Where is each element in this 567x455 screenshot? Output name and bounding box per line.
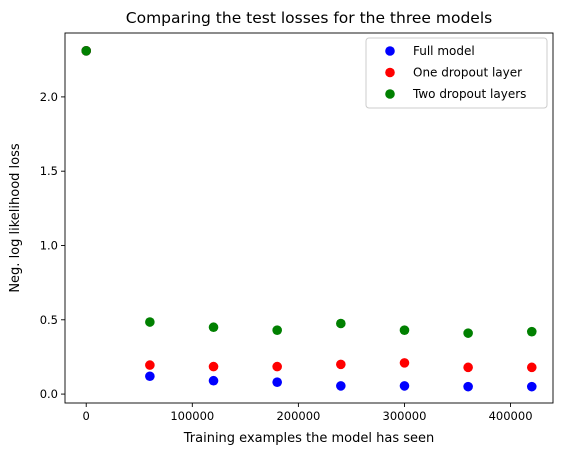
data-point-s2-1 [145, 317, 155, 327]
y-tick-label-4: 2.0 [40, 90, 58, 104]
data-point-s1-4 [336, 359, 346, 370]
data-points [81, 46, 537, 392]
data-point-s1-2 [208, 361, 219, 372]
legend-marker-0 [385, 46, 395, 56]
data-point-s0-3 [272, 377, 282, 387]
y-tick-label-0: 0.0 [40, 387, 58, 401]
y-tick-label-2: 1.0 [40, 238, 58, 252]
chart-title: Comparing the test losses for the three … [126, 9, 492, 27]
data-point-s0-6 [463, 381, 473, 392]
legend-label-2: Two dropout layers [412, 87, 526, 101]
x-axis-ticks: 0 100000 200000 300000 400000 [83, 403, 533, 423]
data-point-s2-2 [208, 322, 219, 333]
data-point-s0-5 [399, 381, 410, 391]
data-point-s1-6 [463, 362, 473, 373]
x-tick-label-3: 300000 [383, 409, 427, 423]
legend-label-1: One dropout layer [413, 66, 522, 80]
data-point-s1-1 [145, 360, 155, 370]
data-point-s0-2 [208, 375, 219, 386]
x-tick-label-1: 100000 [170, 409, 214, 423]
legend-marker-1 [385, 67, 395, 78]
data-point-s2-0 [81, 46, 92, 56]
y-axis-ticks: 0.0 0.5 1.0 1.5 2.0 [40, 90, 65, 401]
axes-frame [64, 32, 554, 404]
data-point-s2-6 [463, 328, 473, 338]
x-axis-label: Training examples the model has seen [183, 431, 435, 446]
y-axis-label: Neg. log likelihood loss [8, 143, 23, 293]
data-point-s2-4 [336, 318, 346, 329]
y-tick-label-1: 0.5 [40, 313, 58, 327]
data-point-s0-1 [145, 371, 155, 382]
data-point-s0-4 [336, 381, 346, 391]
plot-area: 0 100000 200000 300000 400000 0.0 0.5 1.0 1.5 2.… [40, 32, 554, 423]
legend: Full model One dropout layer Two dropout l… [365, 37, 548, 109]
x-tick-label-0: 0 [83, 409, 90, 423]
data-point-s2-5 [399, 325, 410, 335]
x-tick-label-4: 400000 [489, 409, 533, 423]
y-tick-label-3: 1.5 [40, 164, 58, 178]
x-tick-label-2: 200000 [276, 409, 320, 423]
legend-box [365, 37, 548, 109]
data-point-s0-7 [526, 381, 537, 392]
data-point-s2-3 [272, 325, 282, 335]
legend-marker-2 [385, 89, 395, 99]
data-point-s2-7 [526, 326, 537, 337]
data-point-s1-3 [272, 361, 282, 372]
data-point-s1-7 [526, 362, 537, 373]
legend-label-0: Full model [413, 44, 475, 58]
data-point-s1-5 [399, 358, 410, 368]
